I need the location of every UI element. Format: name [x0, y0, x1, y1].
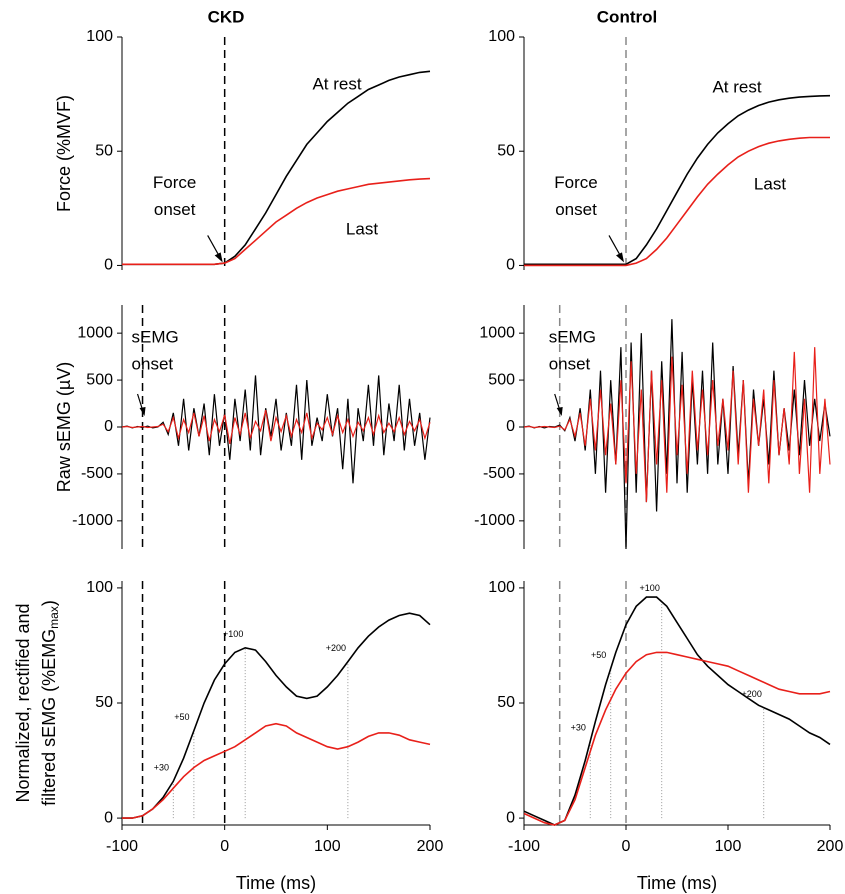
time-marker-label: +30 — [154, 763, 169, 773]
series-line — [122, 70, 431, 266]
y-tick-label: 100 — [488, 28, 515, 45]
panel-title: CKD — [208, 7, 245, 26]
y-tick-label: 1000 — [479, 324, 515, 341]
y-tick-label: 1000 — [77, 324, 113, 341]
x-tick-label: 200 — [417, 838, 444, 855]
label-part: ) — [39, 600, 59, 606]
y-tick-label: 50 — [95, 694, 113, 711]
series-line — [122, 177, 431, 266]
x-tick-label: 200 — [817, 838, 844, 855]
y-tick-label: 0 — [506, 257, 515, 274]
x-tick-label: 100 — [715, 838, 742, 855]
x-tick-label: -100 — [508, 838, 540, 855]
y-tick-label: 100 — [86, 579, 113, 596]
y-tick-label: -1000 — [72, 512, 113, 529]
series-line — [121, 375, 431, 484]
y-tick-label: -1000 — [474, 512, 515, 529]
onset-label: onset — [154, 200, 196, 219]
onset-label: onset — [132, 354, 174, 373]
series-line — [524, 136, 830, 267]
arrow-head — [556, 407, 563, 416]
series-label: At rest — [312, 74, 361, 93]
onset-label: Force — [153, 173, 196, 192]
y-axis-label: Raw sEMG (µV) — [54, 362, 74, 492]
time-marker-label: +100 — [223, 629, 243, 639]
series-line — [523, 651, 831, 826]
y-tick-label: 0 — [506, 809, 515, 826]
time-marker-label: +200 — [742, 689, 762, 699]
y-tick-label: 500 — [488, 371, 515, 388]
label-part: filtered sEMG (%EMG — [39, 629, 59, 806]
y-tick-label: -500 — [483, 465, 515, 482]
y-tick-label: 500 — [86, 371, 113, 388]
series-label: At rest — [712, 77, 761, 96]
series-line — [524, 94, 831, 266]
y-tick-label: 50 — [497, 694, 515, 711]
x-tick-label: 0 — [622, 838, 631, 855]
panel-title: Control — [597, 7, 657, 26]
series-line — [122, 612, 431, 819]
arrow-head — [616, 252, 624, 263]
y-tick-label: -500 — [81, 465, 113, 482]
time-marker-label: +200 — [326, 643, 346, 653]
x-tick-label: 100 — [314, 838, 341, 855]
arrow-head — [214, 252, 223, 263]
onset-label: sEMG — [132, 327, 179, 346]
y-axis-label: Normalized, rectified and — [13, 603, 33, 802]
series-line — [523, 596, 831, 826]
x-tick-label: -100 — [106, 838, 138, 855]
series-label: Last — [346, 219, 378, 238]
series-line — [121, 409, 431, 445]
x-axis-label: Time (ms) — [236, 873, 316, 893]
onset-label: onset — [555, 200, 597, 219]
time-marker-label: +50 — [174, 712, 189, 722]
y-axis-label: filtered sEMG (%EMGmax) — [39, 600, 61, 806]
x-axis-label: Time (ms) — [637, 873, 717, 893]
y-tick-label: 0 — [506, 418, 515, 435]
y-tick-label: 50 — [497, 142, 515, 159]
y-tick-label: 50 — [95, 142, 113, 159]
x-tick-label: 0 — [220, 838, 229, 855]
time-marker-label: +30 — [571, 722, 586, 732]
onset-label: Force — [554, 173, 597, 192]
y-tick-label: 0 — [104, 809, 113, 826]
series-line — [122, 722, 431, 819]
series-label: Last — [754, 174, 786, 193]
time-marker-label: +100 — [640, 583, 660, 593]
onset-label: onset — [549, 354, 591, 373]
y-tick-label: 100 — [488, 579, 515, 596]
y-tick-label: 0 — [104, 418, 113, 435]
onset-label: sEMG — [549, 327, 596, 346]
series-line — [523, 347, 831, 503]
time-marker-label: +50 — [591, 650, 606, 660]
y-tick-label: 100 — [86, 28, 113, 45]
y-tick-label: 0 — [104, 257, 113, 274]
arrow-head — [139, 407, 146, 416]
label-subscript: max — [47, 606, 61, 629]
y-axis-label: Force (%MVF) — [54, 95, 74, 212]
